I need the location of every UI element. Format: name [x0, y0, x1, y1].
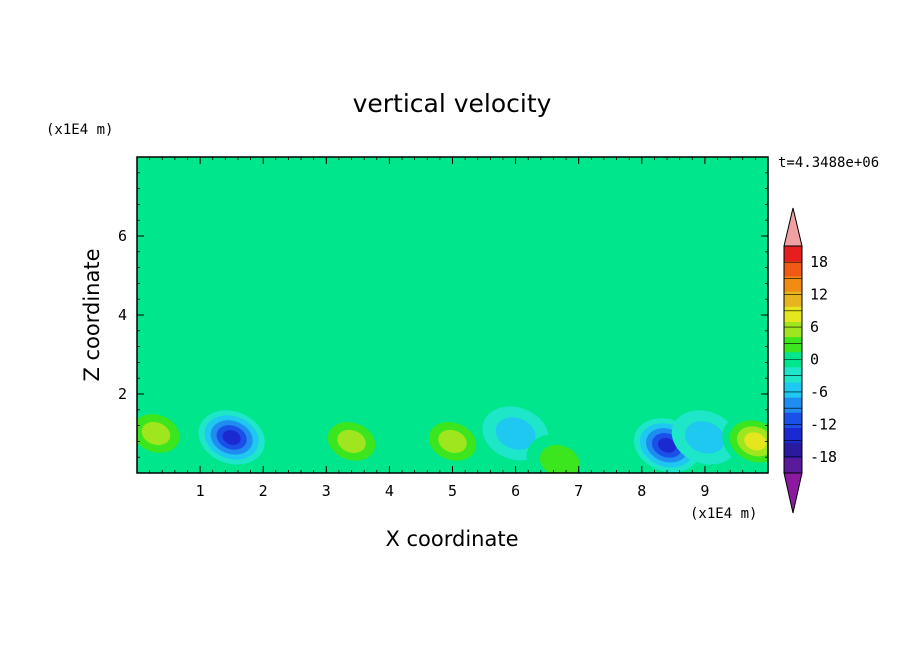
weak-updraft-band	[137, 315, 768, 340]
weak-updraft-band	[137, 209, 768, 231]
y-tick-label: 2	[118, 385, 127, 403]
y-tick-label: 4	[118, 306, 127, 324]
contour-level	[141, 421, 171, 446]
chart-title: vertical velocity	[353, 89, 552, 118]
x-tick-label: 8	[637, 482, 646, 500]
weak-updraft-band	[137, 172, 768, 196]
contour-level	[539, 444, 580, 473]
contour-level	[495, 417, 536, 450]
colorbar-swatch	[784, 382, 802, 398]
velocity-feature	[722, 414, 768, 469]
weak-updraft-band	[137, 263, 768, 285]
contour-level	[222, 430, 241, 445]
weak-updraft-band	[137, 226, 768, 248]
y-tick-label: 6	[118, 227, 127, 245]
colorbar: 18 12 6 0 -6 -12 -18	[783, 207, 837, 514]
weak-updraft-band	[137, 245, 768, 267]
colorbar-label: -6	[810, 383, 828, 401]
velocity-feature	[671, 410, 739, 465]
x-tick-label: 1	[196, 482, 205, 500]
colorbar-swatch	[784, 291, 802, 307]
colorbar-swatch	[784, 442, 802, 459]
colorbar-swatch	[784, 306, 802, 322]
contour-level	[337, 429, 366, 453]
x-unit-label: (x1E4 m)	[690, 506, 757, 522]
colorbar-swatch	[784, 276, 802, 292]
horizontal-bands	[137, 157, 768, 411]
contour-level	[685, 421, 725, 454]
velocity-feature	[137, 406, 190, 461]
colorbar-under-triangle	[783, 472, 803, 514]
velocity-feature	[419, 414, 486, 469]
weak-updraft-band	[137, 387, 768, 411]
weak-updraft-band	[137, 157, 768, 179]
colorbar-swatch	[784, 412, 802, 428]
colorbar-label: 6	[810, 318, 819, 336]
x-tick-label: 2	[259, 482, 268, 500]
colorbar-swatch	[784, 457, 802, 474]
colorbar-swatch	[784, 261, 802, 277]
colorbar-swatch	[784, 427, 802, 444]
minor-ticks	[137, 157, 769, 473]
weak-updraft-band	[137, 332, 768, 358]
x-tick-label: 5	[448, 482, 457, 500]
y-axis-label: Z coordinate	[80, 248, 104, 381]
x-tick-label: 6	[511, 482, 520, 500]
colorbar-swatch	[784, 321, 802, 338]
colorbar-swatch	[784, 246, 802, 262]
weak-updraft-band	[137, 279, 768, 303]
colorbar-label: -12	[810, 415, 837, 433]
colorbar-over-triangle	[783, 207, 803, 247]
velocity-features	[137, 406, 768, 473]
colorbar-swatch	[784, 336, 802, 353]
colorbar-swatch	[784, 367, 802, 383]
weak-updraft-band	[137, 191, 768, 215]
x-tick-label: 7	[574, 482, 583, 500]
colorbar-label: 18	[810, 253, 828, 271]
weak-updraft-band	[137, 296, 768, 320]
y-unit-label: (x1E4 m)	[46, 122, 113, 138]
x-axis-label: X coordinate	[385, 527, 518, 551]
x-tick-label: 3	[322, 482, 331, 500]
velocity-feature	[318, 414, 385, 469]
colorbar-label: -18	[810, 448, 837, 466]
velocity-feature	[526, 434, 593, 473]
x-tick-label: 4	[385, 482, 394, 500]
contour-level	[438, 429, 467, 453]
time-label: t=4.3488e+06	[778, 155, 879, 171]
weak-updraft-band	[137, 349, 768, 374]
contour-level	[657, 437, 677, 453]
contour-level	[744, 432, 767, 451]
velocity-feature	[198, 410, 265, 465]
weak-updraft-band	[137, 367, 768, 393]
colorbar-label: 0	[810, 351, 819, 369]
colorbar-label: 12	[810, 286, 828, 304]
plot-area	[136, 156, 769, 474]
colorbar-swatch	[784, 397, 802, 413]
x-tick-label: 9	[700, 482, 709, 500]
